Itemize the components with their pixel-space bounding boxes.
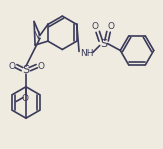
- Text: O: O: [9, 62, 16, 71]
- Text: NH: NH: [80, 49, 94, 58]
- Text: S: S: [22, 65, 30, 75]
- Text: S: S: [100, 39, 107, 49]
- Text: O: O: [108, 22, 115, 31]
- Text: O: O: [22, 94, 29, 103]
- Text: N: N: [33, 31, 41, 41]
- Text: O: O: [91, 22, 98, 31]
- Text: O: O: [37, 62, 44, 71]
